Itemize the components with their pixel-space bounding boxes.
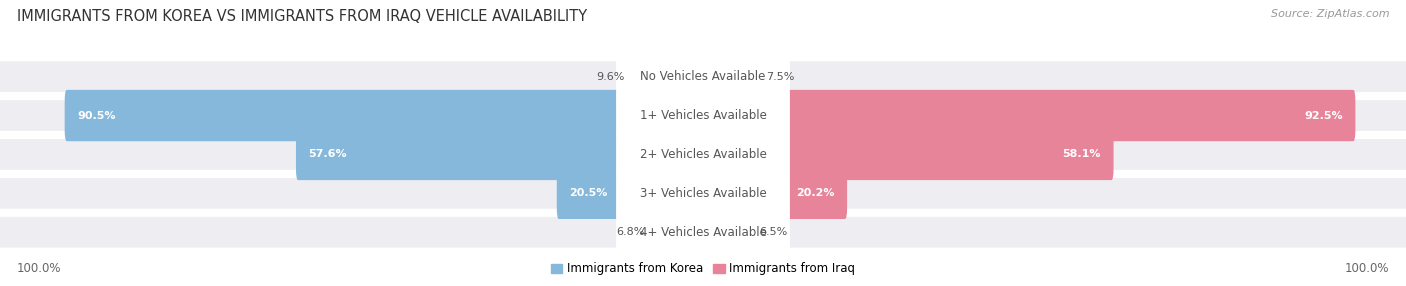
- Text: 9.6%: 9.6%: [596, 72, 624, 82]
- FancyBboxPatch shape: [557, 168, 706, 219]
- FancyBboxPatch shape: [700, 51, 758, 102]
- FancyBboxPatch shape: [0, 61, 1406, 92]
- FancyBboxPatch shape: [700, 206, 751, 258]
- Text: 58.1%: 58.1%: [1063, 150, 1101, 159]
- Text: 92.5%: 92.5%: [1305, 111, 1343, 120]
- FancyBboxPatch shape: [0, 178, 1406, 209]
- Legend: Immigrants from Korea, Immigrants from Iraq: Immigrants from Korea, Immigrants from I…: [546, 258, 860, 280]
- FancyBboxPatch shape: [0, 139, 1406, 170]
- Text: 4+ Vehicles Available: 4+ Vehicles Available: [640, 226, 766, 239]
- FancyBboxPatch shape: [700, 129, 1114, 180]
- Text: 100.0%: 100.0%: [1344, 262, 1389, 275]
- FancyBboxPatch shape: [633, 51, 706, 102]
- Text: 1+ Vehicles Available: 1+ Vehicles Available: [640, 109, 766, 122]
- FancyBboxPatch shape: [616, 126, 790, 182]
- Text: Source: ZipAtlas.com: Source: ZipAtlas.com: [1271, 9, 1389, 19]
- FancyBboxPatch shape: [616, 165, 790, 221]
- FancyBboxPatch shape: [616, 204, 790, 260]
- Text: No Vehicles Available: No Vehicles Available: [640, 70, 766, 83]
- FancyBboxPatch shape: [0, 217, 1406, 248]
- Text: 2+ Vehicles Available: 2+ Vehicles Available: [640, 148, 766, 161]
- Text: 100.0%: 100.0%: [17, 262, 62, 275]
- Text: 7.5%: 7.5%: [766, 72, 794, 82]
- Text: 6.8%: 6.8%: [616, 227, 644, 237]
- Text: 57.6%: 57.6%: [308, 150, 347, 159]
- FancyBboxPatch shape: [652, 206, 706, 258]
- Text: 90.5%: 90.5%: [77, 111, 115, 120]
- FancyBboxPatch shape: [616, 49, 790, 105]
- Text: 20.2%: 20.2%: [796, 188, 835, 198]
- Text: 20.5%: 20.5%: [569, 188, 607, 198]
- FancyBboxPatch shape: [0, 100, 1406, 131]
- FancyBboxPatch shape: [65, 90, 704, 141]
- FancyBboxPatch shape: [616, 88, 790, 144]
- FancyBboxPatch shape: [700, 168, 846, 219]
- FancyBboxPatch shape: [700, 90, 1355, 141]
- Text: 6.5%: 6.5%: [759, 227, 787, 237]
- FancyBboxPatch shape: [297, 129, 706, 180]
- Text: IMMIGRANTS FROM KOREA VS IMMIGRANTS FROM IRAQ VEHICLE AVAILABILITY: IMMIGRANTS FROM KOREA VS IMMIGRANTS FROM…: [17, 9, 586, 23]
- Text: 3+ Vehicles Available: 3+ Vehicles Available: [640, 187, 766, 200]
